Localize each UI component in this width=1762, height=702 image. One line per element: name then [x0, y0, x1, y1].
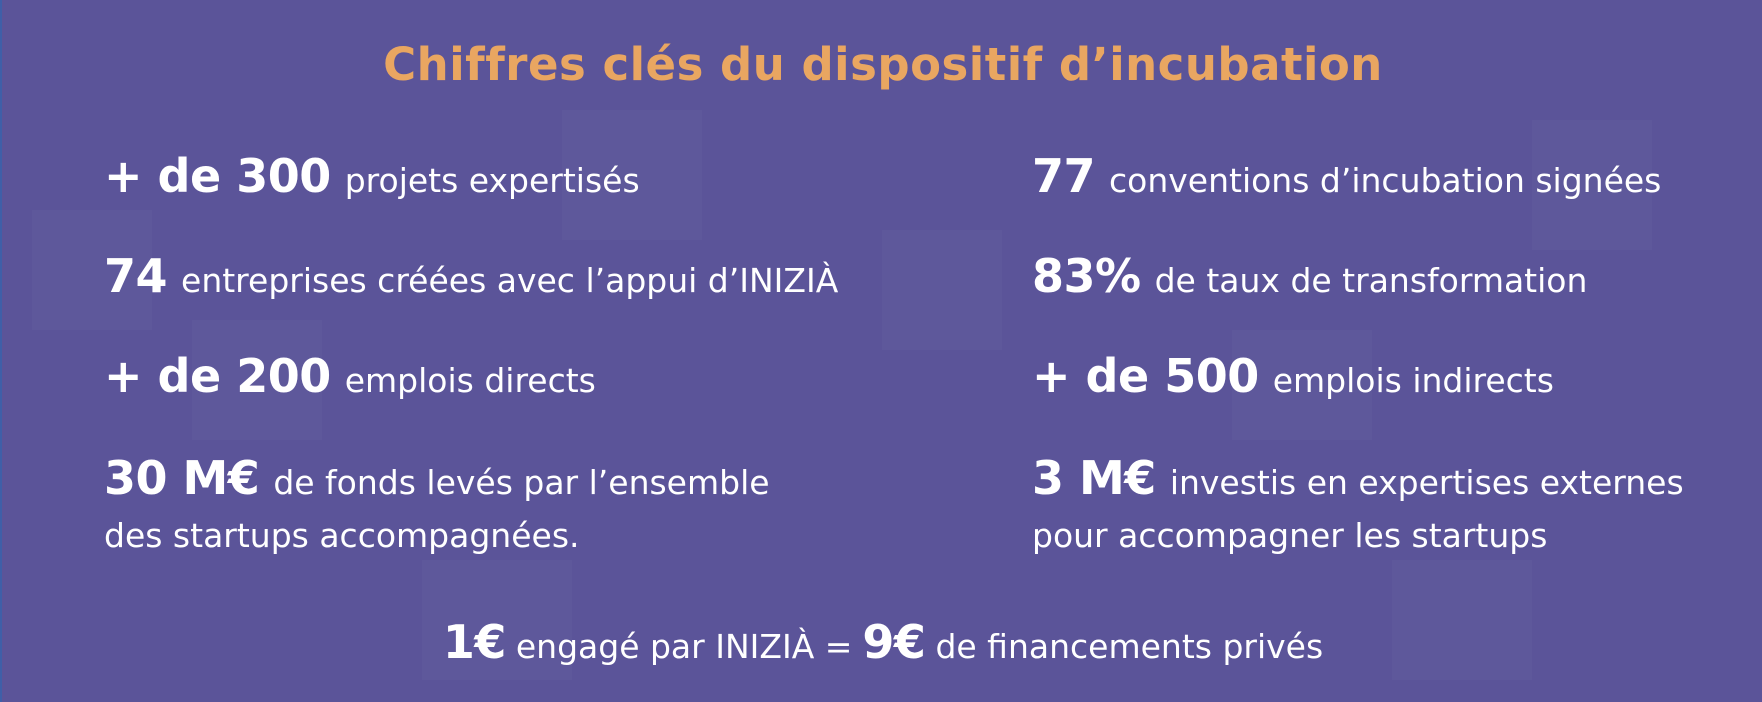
stat-value: + de 500	[1032, 349, 1259, 403]
background-tile	[882, 230, 1002, 350]
stat-label: de fonds levés par l’ensemble	[273, 463, 770, 502]
stat-label-line2: pour accompagner les startups	[1032, 516, 1548, 555]
page-title: Chiffres clés du dispositif d’incubation	[383, 38, 1383, 91]
leverage-value-2: 9€	[862, 615, 926, 669]
stat-value: 74	[104, 249, 168, 303]
leverage-text-1: engagé par INIZIÀ =	[515, 627, 853, 666]
stat-emplois-directs: + de 200 emplois directs	[104, 350, 596, 407]
leverage-statement: 1€ engagé par INIZIÀ = 9€ de financements p…	[2, 616, 1762, 673]
stat-label: entreprises créées avec l’appui d’INIZIÀ	[181, 261, 839, 300]
stat-value: 77	[1032, 149, 1096, 203]
stat-fonds-leves: 30 M€ de fonds levés par l’ensemble des s…	[104, 452, 770, 562]
stat-value: + de 300	[104, 149, 331, 203]
stat-projets: + de 300 projets expertisés	[104, 150, 640, 207]
stat-label: projets expertisés	[344, 161, 640, 200]
stat-label: de taux de transformation	[1154, 261, 1588, 300]
stat-label-line2: des startups accompagnées.	[104, 516, 580, 555]
stat-label: conventions d’incubation signées	[1109, 161, 1662, 200]
stat-transformation: 83% de taux de transformation	[1032, 250, 1587, 307]
stat-emplois-indirects: + de 500 emplois indirects	[1032, 350, 1554, 407]
stat-value: + de 200	[104, 349, 331, 403]
stat-label: investis en expertises externes	[1169, 463, 1684, 502]
stat-value: 30 M€	[104, 451, 260, 505]
stat-value: 3 M€	[1032, 451, 1156, 505]
stat-value: 83%	[1032, 249, 1141, 303]
leverage-value-1: 1€	[442, 615, 507, 669]
stat-entreprises: 74 entreprises créées avec l’appui d’INIZ…	[104, 250, 838, 307]
stat-label: emplois directs	[344, 361, 596, 400]
stat-label: emplois indirects	[1272, 361, 1554, 400]
stat-expertises-externes: 3 M€ investis en expertises externes pour…	[1032, 452, 1684, 562]
leverage-text-2: de financements privés	[935, 627, 1324, 666]
stat-conventions: 77 conventions d’incubation signées	[1032, 150, 1661, 207]
